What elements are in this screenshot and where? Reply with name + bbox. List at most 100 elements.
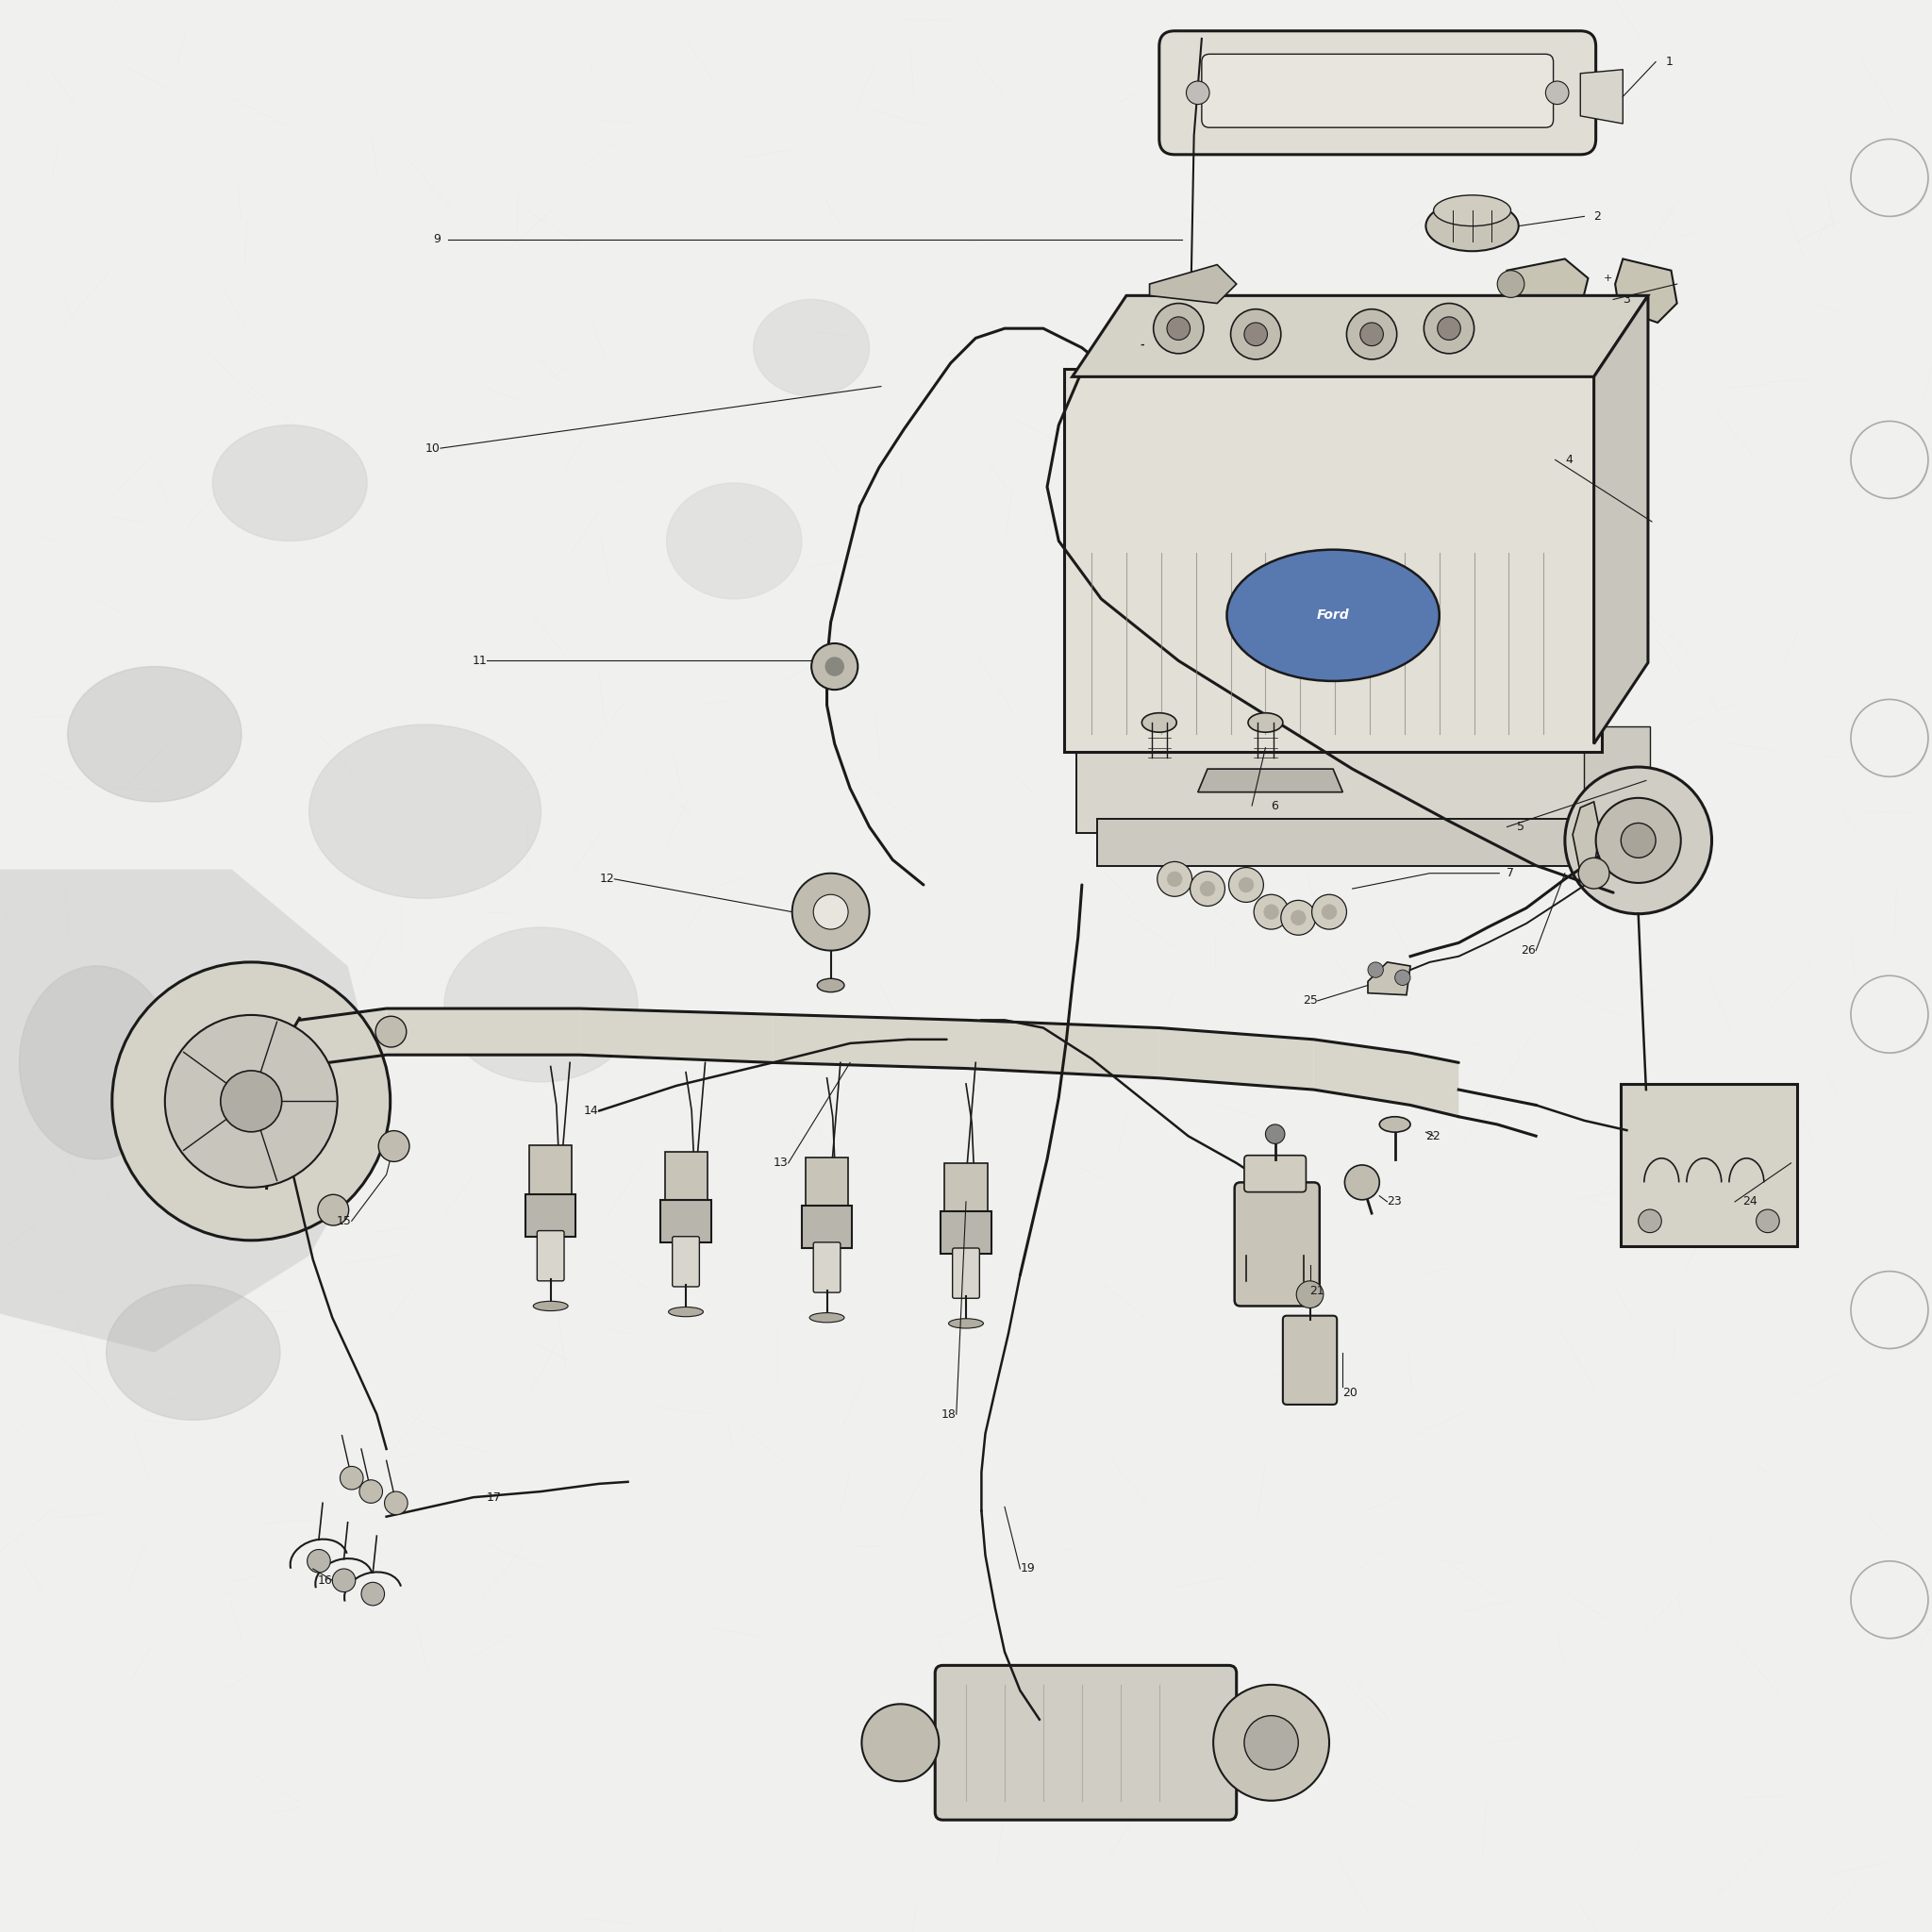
- Circle shape: [1851, 699, 1928, 777]
- Ellipse shape: [213, 425, 367, 541]
- Text: 13: 13: [773, 1157, 788, 1169]
- Circle shape: [1254, 895, 1289, 929]
- FancyBboxPatch shape: [1584, 726, 1650, 840]
- Circle shape: [359, 1480, 383, 1503]
- FancyBboxPatch shape: [537, 1231, 564, 1281]
- FancyBboxPatch shape: [802, 1206, 852, 1248]
- FancyBboxPatch shape: [1621, 1084, 1797, 1246]
- Text: 21: 21: [1310, 1285, 1325, 1296]
- Text: 17: 17: [487, 1492, 502, 1503]
- Circle shape: [1264, 904, 1279, 920]
- Circle shape: [112, 962, 390, 1240]
- Circle shape: [1360, 323, 1383, 346]
- Polygon shape: [773, 1014, 966, 1068]
- Polygon shape: [1594, 296, 1648, 744]
- Circle shape: [1424, 303, 1474, 354]
- Circle shape: [1368, 962, 1383, 978]
- Circle shape: [813, 895, 848, 929]
- Ellipse shape: [810, 1314, 844, 1321]
- Circle shape: [1190, 871, 1225, 906]
- Circle shape: [220, 1070, 282, 1132]
- Circle shape: [1851, 139, 1928, 216]
- Circle shape: [340, 1466, 363, 1490]
- Circle shape: [1238, 877, 1254, 893]
- Ellipse shape: [667, 483, 802, 599]
- Text: 9: 9: [433, 234, 440, 245]
- Circle shape: [1291, 910, 1306, 925]
- Text: Ford: Ford: [1318, 609, 1349, 622]
- Polygon shape: [1410, 1053, 1459, 1117]
- Text: 3: 3: [1623, 294, 1631, 305]
- Ellipse shape: [668, 1306, 703, 1318]
- Circle shape: [1638, 1209, 1662, 1233]
- Circle shape: [1565, 767, 1712, 914]
- Ellipse shape: [106, 1285, 280, 1420]
- Circle shape: [1855, 980, 1928, 1053]
- Ellipse shape: [1426, 201, 1519, 251]
- Circle shape: [792, 873, 869, 951]
- Circle shape: [1231, 309, 1281, 359]
- FancyBboxPatch shape: [1283, 1316, 1337, 1405]
- FancyBboxPatch shape: [661, 1200, 711, 1242]
- Ellipse shape: [817, 978, 844, 993]
- Circle shape: [1186, 81, 1209, 104]
- Circle shape: [1312, 895, 1347, 929]
- Circle shape: [1851, 976, 1928, 1053]
- Circle shape: [1437, 317, 1461, 340]
- Circle shape: [375, 1016, 406, 1047]
- Ellipse shape: [1379, 1117, 1410, 1132]
- FancyBboxPatch shape: [1244, 1155, 1306, 1192]
- Polygon shape: [1159, 1028, 1314, 1090]
- Polygon shape: [966, 1020, 1159, 1078]
- Text: +: +: [1604, 274, 1613, 282]
- Text: 15: 15: [336, 1215, 352, 1227]
- Text: 16: 16: [317, 1575, 332, 1586]
- Ellipse shape: [1434, 195, 1511, 226]
- Polygon shape: [580, 1009, 773, 1063]
- Ellipse shape: [444, 927, 638, 1082]
- Text: 25: 25: [1302, 995, 1318, 1007]
- Text: 1: 1: [1665, 56, 1673, 68]
- Ellipse shape: [1142, 713, 1177, 732]
- FancyBboxPatch shape: [1159, 31, 1596, 155]
- Circle shape: [1756, 1209, 1779, 1233]
- FancyBboxPatch shape: [1065, 369, 1602, 752]
- Ellipse shape: [1536, 724, 1633, 821]
- FancyBboxPatch shape: [665, 1151, 707, 1204]
- Polygon shape: [386, 1009, 580, 1055]
- Circle shape: [379, 1130, 410, 1161]
- Text: 19: 19: [1020, 1563, 1036, 1575]
- Circle shape: [1855, 143, 1928, 216]
- Circle shape: [1167, 871, 1182, 887]
- FancyBboxPatch shape: [813, 1242, 840, 1293]
- Circle shape: [1497, 270, 1524, 298]
- Circle shape: [332, 1569, 355, 1592]
- FancyBboxPatch shape: [526, 1194, 576, 1236]
- Circle shape: [1244, 323, 1267, 346]
- Circle shape: [1851, 1271, 1928, 1349]
- Circle shape: [1546, 81, 1569, 104]
- Polygon shape: [1150, 265, 1236, 303]
- FancyBboxPatch shape: [1235, 1182, 1320, 1306]
- Ellipse shape: [1227, 549, 1439, 682]
- Polygon shape: [299, 1009, 386, 1066]
- Text: 10: 10: [425, 442, 440, 454]
- Text: 11: 11: [471, 655, 487, 667]
- Text: 26: 26: [1520, 945, 1536, 956]
- FancyBboxPatch shape: [1097, 819, 1569, 866]
- Circle shape: [1345, 1165, 1379, 1200]
- Ellipse shape: [753, 299, 869, 396]
- Text: 24: 24: [1743, 1196, 1758, 1208]
- Text: 6: 6: [1271, 800, 1279, 811]
- Circle shape: [1578, 858, 1609, 889]
- Polygon shape: [1072, 296, 1648, 377]
- Circle shape: [1621, 823, 1656, 858]
- Circle shape: [862, 1704, 939, 1781]
- Circle shape: [1200, 881, 1215, 896]
- Circle shape: [1855, 703, 1928, 777]
- Text: 23: 23: [1387, 1196, 1403, 1208]
- Circle shape: [811, 643, 858, 690]
- Circle shape: [825, 657, 844, 676]
- Polygon shape: [1314, 1039, 1410, 1105]
- Polygon shape: [0, 869, 386, 1352]
